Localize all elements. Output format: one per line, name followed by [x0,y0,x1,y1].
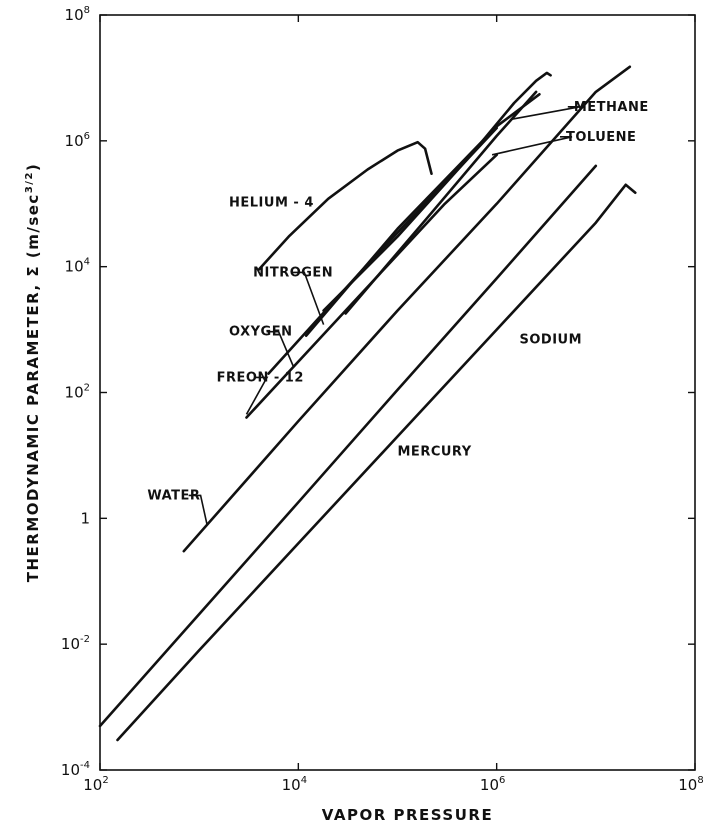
leader-line [292,271,325,325]
series-helium-4-line [257,140,433,271]
series-methane-line [322,71,552,312]
series-label-water: WATER [147,488,200,503]
series-label-toluene: TOLUENE [566,130,636,145]
y-axis-title-superscript: 3/2 [24,171,35,193]
x-tick-label: 102 [83,775,108,794]
y-tick-label: 1 [80,509,90,527]
leader-line [245,376,269,415]
y-tick-label: 104 [65,257,90,276]
leader-line [266,330,295,368]
data-curves [98,65,637,742]
y-axis: 10-4 10-2 1 102 104 106 108 [61,5,695,779]
series-label-helium-4: HELIUM - 4 [229,196,314,211]
series-sodium-line [98,164,598,728]
y-tick-label: 10-4 [61,760,90,779]
leader-line [511,106,580,121]
series-label-freon-12: FREON - 12 [217,370,304,385]
y-axis-title-close: ) [24,163,42,171]
plot-frame [99,14,696,771]
y-axis-title-main: THERMODYNAMIC PARAMETER, Σ (m/sec [24,193,42,582]
x-tick-label: 106 [480,775,505,794]
series-label-oxygen: OXYGEN [229,325,292,340]
x-axis: 102 104 106 108 [83,15,704,794]
x-tick-label: 104 [282,775,307,794]
y-tick-label: 108 [65,5,90,24]
label-leaders [188,106,580,525]
x-axis-title: VAPOR PRESSURE [322,806,493,824]
series-label-nitrogen: NITROGEN [253,265,333,280]
series-freon-12-line [245,153,498,419]
series-oxygen-line [267,126,498,375]
x-tick-label: 108 [678,775,703,794]
y-tick-label: 10-2 [61,634,90,653]
series-labels: METHANE TOLUENE HELIUM - 4 NITROGEN OXYGEN FR… [147,100,648,504]
leader-line [188,494,208,525]
series-label-mercury: MERCURY [398,444,472,459]
plot-frame-group [99,14,696,771]
series-label-methane: METHANE [574,100,649,115]
series-nitrogen-line [304,93,541,337]
y-axis-title: THERMODYNAMIC PARAMETER, Σ (m/sec3/2) [24,163,42,583]
y-tick-label: 106 [65,131,90,150]
series-mercury-line [116,183,637,742]
series-label-sodium: SODIUM [520,333,583,348]
leader-line [491,136,573,156]
y-tick-label: 102 [65,383,90,402]
series-water-line [182,65,632,553]
